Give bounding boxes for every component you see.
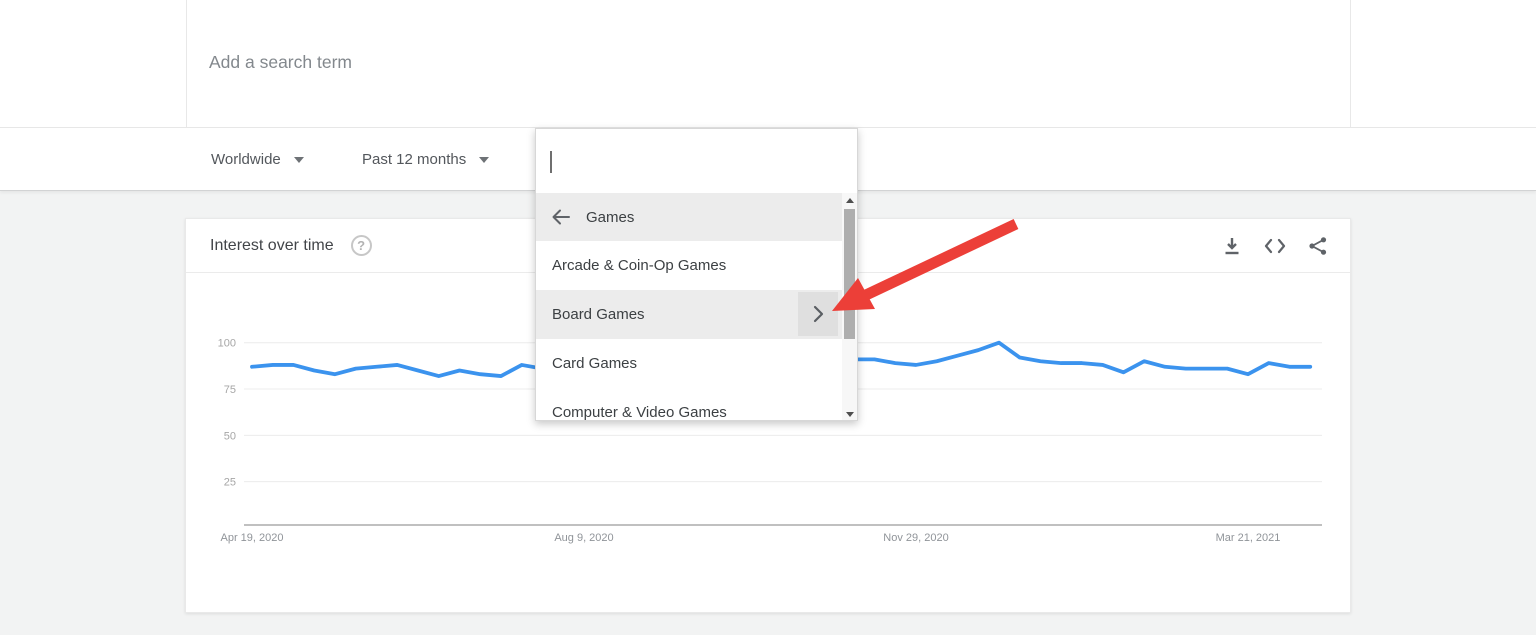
category-item-card-games[interactable]: Card Games [536,339,857,388]
category-item-computer-video-games[interactable]: Computer & Video Games [536,388,857,421]
y-axis-tick-label: 75 [224,384,236,396]
category-search-input[interactable] [536,129,857,193]
category-back-header[interactable]: Games [536,193,857,241]
scroll-down-icon[interactable] [845,412,854,417]
category-dropdown-panel: Games Arcade & Coin-Op Games Board Games… [535,128,858,421]
chart-title: Interest over time [210,236,334,254]
y-axis-tick-label: 25 [224,477,236,489]
scrollbar-thumb[interactable] [844,209,855,339]
time-range-filter-dropdown[interactable]: Past 12 months [362,128,490,191]
category-back-label: Games [586,208,635,226]
arrow-left-icon [552,209,570,225]
region-filter-label: Worldwide [211,151,281,168]
y-axis-tick-label: 100 [218,338,236,350]
x-axis-tick-label: Aug 9, 2020 [554,532,613,544]
board-games-submenu-button[interactable] [798,292,838,336]
card-right-edge-divider [1350,0,1351,127]
embed-code-icon[interactable] [1263,236,1287,256]
download-icon[interactable] [1222,236,1242,256]
category-item-label: Computer & Video Games [552,404,727,421]
line-chart: 25 50 75 100 Apr 19, 2020 Aug 9, 2020 Nov 29, … [218,338,1322,544]
text-cursor [550,151,552,173]
y-axis-tick-label: 50 [224,430,236,442]
x-axis-tick-label: Mar 21, 2021 [1216,532,1281,544]
category-item-label: Board Games [552,306,645,323]
category-item-label: Arcade & Coin-Op Games [552,257,727,274]
x-axis-tick-label: Apr 19, 2020 [221,532,284,544]
card-left-edge-divider [186,0,187,127]
chart-actions [1222,219,1328,273]
chevron-down-icon [479,156,490,163]
search-term-card [0,0,1536,128]
chevron-down-icon [293,156,304,163]
chevron-right-icon [813,305,823,323]
x-axis-tick-label: Nov 29, 2020 [883,532,948,544]
add-search-term-input[interactable] [209,40,1109,84]
scroll-up-icon[interactable] [845,198,854,203]
category-item-board-games[interactable]: Board Games [536,290,857,339]
category-item-arcade-coin-op-games[interactable]: Arcade & Coin-Op Games [536,241,857,290]
category-item-label: Card Games [552,355,638,372]
dropdown-scrollbar[interactable] [842,193,857,420]
category-search-wrap [536,129,857,193]
time-range-filter-label: Past 12 months [362,151,467,168]
help-icon[interactable]: ? [350,235,372,256]
region-filter-dropdown[interactable]: Worldwide [211,128,304,191]
share-icon[interactable] [1308,236,1328,256]
